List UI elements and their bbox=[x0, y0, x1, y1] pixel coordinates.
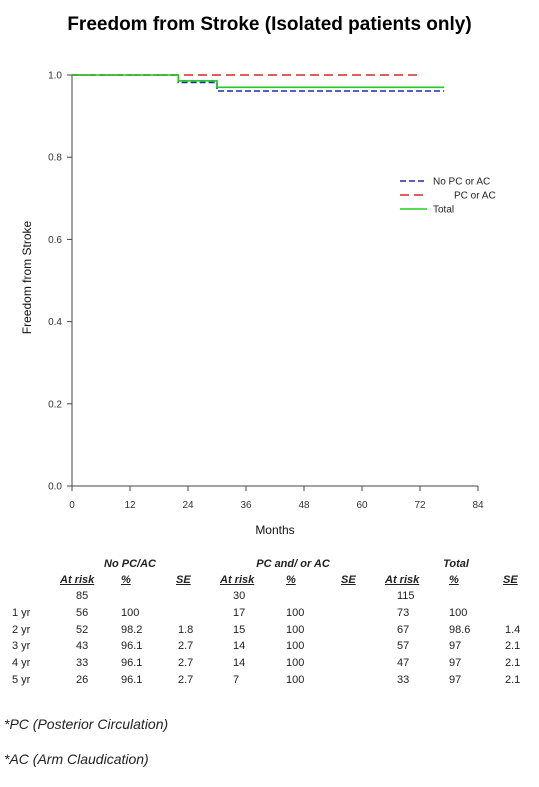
table-cell: 1.8 bbox=[178, 624, 194, 636]
x-tick-label: 60 bbox=[356, 500, 368, 511]
table-cell: 97 bbox=[449, 640, 462, 652]
legend-label-2: PC or AC bbox=[454, 191, 496, 202]
group-header: No PC/AC bbox=[104, 558, 156, 570]
table-cell: 14 bbox=[233, 657, 246, 669]
row-label: 3 yr bbox=[12, 640, 31, 652]
table-cell: 2.1 bbox=[505, 640, 521, 652]
table-cell: 98.6 bbox=[449, 624, 471, 636]
table-cell: 98.2 bbox=[121, 624, 143, 636]
table-cell: 67 bbox=[397, 624, 410, 636]
table-cell: 100 bbox=[286, 607, 305, 619]
chart-title: Freedom from Stroke (Isolated patients o… bbox=[67, 14, 472, 35]
row-label: 4 yr bbox=[12, 657, 31, 669]
table-cell: 115 bbox=[397, 590, 415, 602]
column-header: At risk bbox=[385, 574, 420, 586]
table-cell: 100 bbox=[286, 640, 305, 652]
x-tick-label: 72 bbox=[414, 500, 426, 511]
table-cell: 2.7 bbox=[178, 640, 194, 652]
table-cell: 26 bbox=[76, 674, 89, 686]
table-cell: 85 bbox=[76, 590, 89, 602]
column-header: At risk bbox=[60, 574, 95, 586]
column-header: SE bbox=[341, 574, 356, 586]
table-cell: 14 bbox=[233, 640, 246, 652]
legend-label-1: No PC or AC bbox=[433, 177, 490, 188]
group-header: Total bbox=[443, 558, 469, 570]
table-cell: 43 bbox=[76, 640, 89, 652]
table-cell: 97 bbox=[449, 657, 462, 669]
table-cell: 96.1 bbox=[121, 657, 143, 669]
y-tick-label: 0.6 bbox=[48, 235, 62, 246]
table-cell: 30 bbox=[233, 590, 246, 602]
table-cell: 100 bbox=[449, 607, 468, 619]
x-tick-label: 84 bbox=[472, 500, 484, 511]
series-line-1 bbox=[72, 74, 445, 92]
x-tick-label: 24 bbox=[182, 500, 194, 511]
x-tick-label: 12 bbox=[124, 500, 136, 511]
y-tick-label: 0.4 bbox=[48, 317, 62, 328]
table-cell: 1.4 bbox=[505, 624, 521, 636]
table-cell: 97 bbox=[449, 674, 462, 686]
table-cell: 17 bbox=[233, 607, 246, 619]
table-cell: 52 bbox=[76, 624, 89, 636]
footnote-ac: *AC (Arm Claudication) bbox=[4, 751, 149, 767]
table-cell: 47 bbox=[397, 657, 410, 669]
y-axis-label: Freedom from Stroke bbox=[20, 220, 34, 334]
x-axis-label: Months bbox=[255, 523, 294, 537]
column-header: % bbox=[449, 574, 459, 586]
y-tick-label: 1.0 bbox=[48, 71, 62, 82]
column-header: SE bbox=[176, 574, 191, 586]
legend-label-3: Total bbox=[433, 205, 454, 216]
x-tick-label: 48 bbox=[298, 500, 310, 511]
row-label: 1 yr bbox=[12, 607, 31, 619]
x-tick-label: 0 bbox=[69, 500, 75, 511]
table-cell: 2.1 bbox=[505, 657, 521, 669]
table-cell: 100 bbox=[286, 657, 305, 669]
table-cell: 2.7 bbox=[178, 657, 194, 669]
x-tick-label: 36 bbox=[240, 500, 252, 511]
column-header: SE bbox=[503, 574, 518, 586]
row-label: 2 yr bbox=[12, 624, 31, 636]
table-cell: 2.7 bbox=[178, 674, 194, 686]
table-cell: 33 bbox=[397, 674, 410, 686]
table-cell: 15 bbox=[233, 624, 246, 636]
table-cell: 56 bbox=[76, 607, 89, 619]
table-cell: 96.1 bbox=[121, 640, 143, 652]
table-cell: 100 bbox=[286, 624, 305, 636]
y-tick-label: 0.8 bbox=[48, 153, 62, 164]
column-header: % bbox=[286, 574, 296, 586]
y-tick-label: 0.2 bbox=[48, 399, 62, 410]
table-cell: 2.1 bbox=[505, 674, 521, 686]
y-tick-label: 0.0 bbox=[48, 482, 62, 493]
group-header: PC and/ or AC bbox=[256, 558, 330, 570]
table-cell: 57 bbox=[397, 640, 410, 652]
footnote-pc: *PC (Posterior Circulation) bbox=[4, 716, 169, 732]
column-header: At risk bbox=[220, 574, 255, 586]
column-header: % bbox=[121, 574, 131, 586]
table-cell: 73 bbox=[397, 607, 410, 619]
km-chart: 0.0 0.2 0.4 0.6 0.8 1.0 0 12 24 36 48 60 72 84 Months F… bbox=[20, 71, 496, 538]
row-label: 5 yr bbox=[12, 674, 31, 686]
table-cell: 100 bbox=[286, 674, 305, 686]
table-cell: 96.1 bbox=[121, 674, 143, 686]
series-line-3 bbox=[72, 74, 445, 89]
table-cell: 33 bbox=[76, 657, 89, 669]
risk-table: No PC/AC PC and/ or AC Total At risk% SE At r… bbox=[0, 556, 539, 696]
table-cell: 100 bbox=[121, 607, 140, 619]
table-cell: 7 bbox=[233, 674, 240, 686]
